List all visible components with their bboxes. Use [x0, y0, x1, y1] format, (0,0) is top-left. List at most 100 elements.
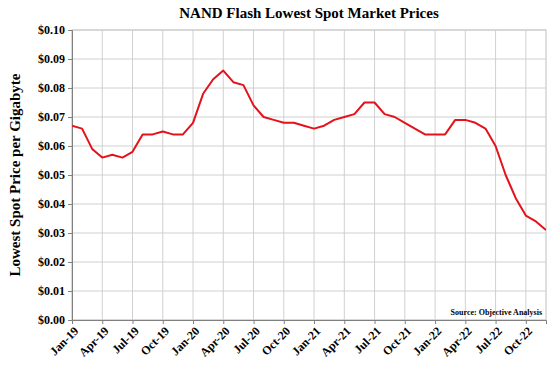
x-tick-label: Oct-22 — [501, 324, 535, 358]
x-tick-label: Apr-22 — [439, 324, 475, 360]
y-tick: $0.08 — [38, 81, 72, 95]
x-tick-label: Oct-21 — [380, 324, 414, 358]
x-tick-label: Jul-21 — [351, 324, 384, 357]
plot-area: $0.00 $0.01 $0.02 $0.03 $0.04 $0.05 $0.06 $0.07… — [38, 23, 547, 359]
x-tick: Oct-21 — [380, 320, 414, 358]
x-tick: Jan-22 — [410, 320, 444, 358]
grid-line — [283, 30, 284, 320]
x-tick-mark — [344, 320, 345, 324]
x-tick-mark — [133, 320, 134, 324]
y-tick: $0.01 — [38, 284, 72, 298]
x-tick-mark — [193, 320, 194, 324]
grid-line — [495, 30, 496, 320]
plot-background — [72, 30, 546, 320]
x-tick-mark — [102, 320, 103, 324]
y-tick-label: $0.06 — [38, 139, 65, 153]
y-tick-label: $0.10 — [38, 23, 65, 37]
grid-line — [102, 30, 103, 320]
grid-line — [344, 30, 345, 320]
x-tick-mark — [435, 320, 436, 324]
x-tick: Jan-20 — [168, 320, 202, 358]
price-line — [72, 71, 546, 231]
source-note: Source: Objective Analysis — [451, 308, 542, 317]
grid-line — [72, 117, 546, 118]
grid-line — [162, 30, 163, 320]
y-tick-mark — [68, 175, 72, 176]
y-axis-title: Lowest Spot Price per Gigabyte — [7, 73, 23, 276]
x-tick: Jul-19 — [109, 320, 142, 356]
y-tick: $0.02 — [38, 255, 72, 269]
grid-line — [374, 30, 375, 320]
grid-line — [72, 30, 546, 31]
series-group — [72, 71, 546, 231]
x-tick-label: Apr-19 — [76, 324, 112, 360]
grid-line — [223, 30, 224, 320]
y-tick-mark — [68, 291, 72, 292]
grid-line — [193, 30, 194, 320]
x-tick: Jul-20 — [230, 320, 263, 356]
x-tick: Apr-20 — [197, 320, 233, 359]
y-tick-label: $0.04 — [38, 197, 65, 211]
x-tick-mark — [163, 320, 164, 324]
x-tick-mark — [72, 320, 73, 324]
x-tick-mark — [223, 320, 224, 324]
x-tick-mark — [254, 320, 255, 324]
x-tick-mark — [526, 320, 527, 324]
y-tick-label: $0.09 — [38, 52, 65, 66]
y-tick: $0.00 — [38, 313, 72, 327]
y-axis: $0.00 $0.01 $0.02 $0.03 $0.04 $0.05 $0.06 $0.07… — [38, 23, 73, 327]
y-tick-mark — [68, 233, 72, 234]
y-tick: $0.03 — [38, 226, 72, 240]
grid — [72, 30, 546, 320]
x-tick: Apr-19 — [76, 320, 112, 359]
y-tick-mark — [68, 59, 72, 60]
grid-line — [72, 146, 546, 147]
x-tick: Jan-21 — [289, 320, 323, 358]
x-tick-mark — [405, 320, 406, 324]
x-tick-label: Jul-19 — [109, 324, 142, 357]
y-tick-mark — [68, 117, 72, 118]
y-tick: $0.10 — [38, 23, 72, 37]
x-tick-mark — [465, 320, 466, 324]
x-tick: Oct-19 — [138, 320, 172, 358]
grid-line — [72, 88, 546, 89]
x-axis: Jan-19Apr-19Jul-19Oct-19Jan-20Apr-20Jul-… — [47, 320, 547, 359]
y-tick: $0.07 — [38, 110, 72, 124]
y-tick-label: $0.01 — [38, 284, 65, 298]
x-tick: Apr-22 — [439, 320, 475, 359]
y-tick-mark — [68, 88, 72, 89]
x-tick: Jul-22 — [472, 320, 505, 356]
grid-line — [465, 30, 466, 320]
chart: $0.00 $0.01 $0.02 $0.03 $0.04 $0.05 $0.06 $0.07… — [0, 0, 560, 382]
grid-line — [72, 204, 546, 205]
y-tick-label: $0.02 — [38, 255, 65, 269]
x-tick-label: Jan-21 — [289, 324, 323, 358]
grid-line — [435, 30, 436, 320]
x-tick: Apr-21 — [318, 320, 354, 359]
y-tick: $0.09 — [38, 52, 72, 66]
grid-line — [72, 233, 546, 234]
x-tick-label: Apr-20 — [197, 324, 233, 360]
x-tick-label: Jan-22 — [410, 324, 444, 358]
x-tick-label: Oct-19 — [138, 324, 172, 358]
chart-title: NAND Flash Lowest Spot Market Prices — [179, 5, 439, 21]
grid-line — [72, 262, 546, 263]
x-tick-label: Jan-19 — [47, 324, 81, 358]
y-tick-mark — [68, 146, 72, 147]
x-tick: Oct-20 — [259, 320, 293, 358]
y-tick: $0.05 — [38, 168, 72, 182]
x-tick-label: Jan-20 — [168, 324, 202, 358]
x-tick-label: Oct-20 — [259, 324, 293, 358]
y-tick-mark — [68, 30, 72, 31]
x-tick-mark — [375, 320, 376, 324]
y-tick-label: $0.08 — [38, 81, 65, 95]
y-tick: $0.04 — [38, 197, 72, 211]
y-tick-label: $0.00 — [38, 313, 65, 327]
grid-line — [314, 30, 315, 320]
y-tick-mark — [68, 262, 72, 263]
x-tick: Jul-21 — [351, 320, 384, 356]
y-axis-line — [68, 31, 73, 321]
y-tick-label: $0.03 — [38, 226, 65, 240]
x-tick: Jan-19 — [47, 320, 81, 358]
y-tick: $0.06 — [38, 139, 72, 153]
